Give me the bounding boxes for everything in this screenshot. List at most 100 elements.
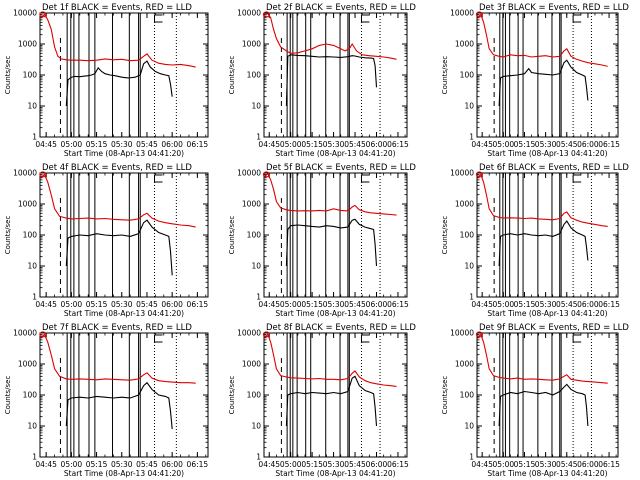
x-tick-label: 06:00 <box>161 140 183 149</box>
y-tick-label: 100 <box>23 231 38 240</box>
x-tick-label: 06:15 <box>598 300 620 309</box>
y-tick-label: 100 <box>247 71 262 80</box>
x-tick-label: 04:45 <box>471 460 493 469</box>
panel-det-7: Det 7f BLACK = Events, RED = LLD 1 10 100 10… <box>4 323 209 478</box>
x-tick-label: 04:45 <box>471 300 493 309</box>
plot-frame <box>263 172 408 298</box>
x-tick-label: 06:00 <box>161 460 183 469</box>
bracket-mark <box>360 14 370 23</box>
y-tick-label: 10000 <box>13 329 37 338</box>
panel-title: Det 1f BLACK = Events, RED = LLD <box>42 3 192 13</box>
bracket-mark <box>572 14 582 23</box>
x-tick-label: 05:15 <box>301 460 323 469</box>
y-axis-label: Counts/sec <box>4 216 12 255</box>
y-tick-label: 1 <box>469 133 474 142</box>
series-events-line <box>498 59 589 107</box>
x-tick-label: 05:45 <box>556 300 578 309</box>
x-tick-label: 05:15 <box>86 140 108 149</box>
y-tick-label: 10000 <box>13 9 37 18</box>
x-tick-label: 05:15 <box>301 300 323 309</box>
plot-frame <box>263 332 408 458</box>
series-lld-loop <box>39 331 47 338</box>
panel-det-5: Det 5f BLACK = Events, RED = LLD 1 10 100 10… <box>228 163 416 318</box>
x-tick-label: 06:15 <box>598 460 620 469</box>
x-tick-label: 05:30 <box>111 300 133 309</box>
x-axis-label: Start Time (08-Apr-13 04:41:20) <box>275 149 395 158</box>
plot-frame <box>39 12 209 138</box>
x-axis-label: Start Time (08-Apr-13 04:41:20) <box>275 469 395 478</box>
y-tick-label: 1 <box>32 453 37 462</box>
y-tick-label: 10 <box>27 102 37 111</box>
bracket-mark <box>154 174 163 183</box>
x-tick-label: 06:00 <box>577 460 599 469</box>
x-tick-label: 06:15 <box>598 140 620 149</box>
y-tick-label: 10 <box>251 262 261 271</box>
x-tick-label: 04:45 <box>471 140 493 149</box>
y-tick-label: 10000 <box>237 169 261 178</box>
x-tick-label: 05:15 <box>514 300 536 309</box>
x-axis-label: Start Time (08-Apr-13 04:41:20) <box>64 309 184 318</box>
x-tick-label: 05:45 <box>136 300 158 309</box>
x-tick-label: 05:45 <box>556 140 578 149</box>
x-tick-label: 05:45 <box>136 460 158 469</box>
x-tick-label: 06:15 <box>187 460 209 469</box>
y-axis-label: Counts/sec <box>228 56 236 95</box>
series-events-line <box>498 383 589 427</box>
x-tick-label: 05:30 <box>535 140 557 149</box>
y-tick-label: 1 <box>469 453 474 462</box>
x-tick-label: 05:30 <box>323 460 345 469</box>
x-tick-label: 05:45 <box>556 460 578 469</box>
x-tick-label: 06:15 <box>187 300 209 309</box>
panel-det-2: Det 2f BLACK = Events, RED = LLD 1 10 100 10… <box>228 3 416 158</box>
x-tick-label: 04:45 <box>258 300 280 309</box>
x-tick-label: 05:00 <box>493 300 515 309</box>
x-tick-label: 05:30 <box>323 300 345 309</box>
x-axis-label: Start Time (08-Apr-13 04:41:20) <box>487 309 607 318</box>
y-tick-label: 100 <box>460 231 475 240</box>
y-tick-label: 1000 <box>242 360 261 369</box>
series-lld-loop <box>262 331 270 338</box>
x-tick-label: 05:45 <box>136 140 158 149</box>
x-tick-label: 05:45 <box>344 460 366 469</box>
y-tick-label: 1000 <box>242 200 261 209</box>
x-axis-label: Start Time (08-Apr-13 04:41:20) <box>487 149 607 158</box>
x-tick-label: 05:15 <box>86 460 108 469</box>
panel-det-4: Det 4f BLACK = Events, RED = LLD 1 10 100 10… <box>4 163 209 318</box>
series-events-line <box>285 54 378 107</box>
y-tick-label: 1000 <box>455 360 474 369</box>
y-tick-label: 10000 <box>450 9 474 18</box>
bracket-mark <box>360 174 370 183</box>
panel-title: Det 9f BLACK = Events, RED = LLD <box>479 323 629 333</box>
panel-title: Det 2f BLACK = Events, RED = LLD <box>266 3 416 13</box>
panel-det-1: Det 1f BLACK = Events, RED = LLD 1 10 100 10… <box>4 3 209 158</box>
y-tick-label: 100 <box>23 391 38 400</box>
series-lld-line <box>40 13 196 68</box>
y-axis-label: Counts/sec <box>4 56 12 95</box>
x-tick-label: 05:30 <box>111 140 133 149</box>
panel-title: Det 6f BLACK = Events, RED = LLD <box>479 163 629 173</box>
x-tick-label: 06:15 <box>387 300 409 309</box>
x-tick-label: 06:00 <box>161 300 183 309</box>
x-tick-label: 06:00 <box>366 460 388 469</box>
series-events-line <box>65 381 173 430</box>
x-tick-label: 06:00 <box>577 300 599 309</box>
x-tick-label: 04:45 <box>35 300 57 309</box>
y-tick-label: 1000 <box>455 40 474 49</box>
y-axis-label: Counts/sec <box>441 216 449 255</box>
series-lld-loop <box>475 171 483 178</box>
panel-det-9: Det 9f BLACK = Events, RED = LLD 1 10 100 10… <box>441 323 629 478</box>
x-tick-label: 05:30 <box>323 140 345 149</box>
panel-det-8: Det 8f BLACK = Events, RED = LLD 1 10 100 10… <box>228 323 416 478</box>
x-tick-label: 05:00 <box>280 140 302 149</box>
x-tick-label: 05:45 <box>344 300 366 309</box>
y-tick-label: 100 <box>247 391 262 400</box>
bracket-mark <box>154 14 163 23</box>
series-events-line <box>285 375 378 427</box>
x-tick-label: 06:00 <box>366 140 388 149</box>
series-lld-loop <box>39 171 47 178</box>
y-tick-label: 10 <box>251 102 261 111</box>
y-tick-label: 1000 <box>18 200 37 209</box>
y-tick-label: 100 <box>460 391 475 400</box>
x-tick-label: 04:45 <box>35 460 57 469</box>
